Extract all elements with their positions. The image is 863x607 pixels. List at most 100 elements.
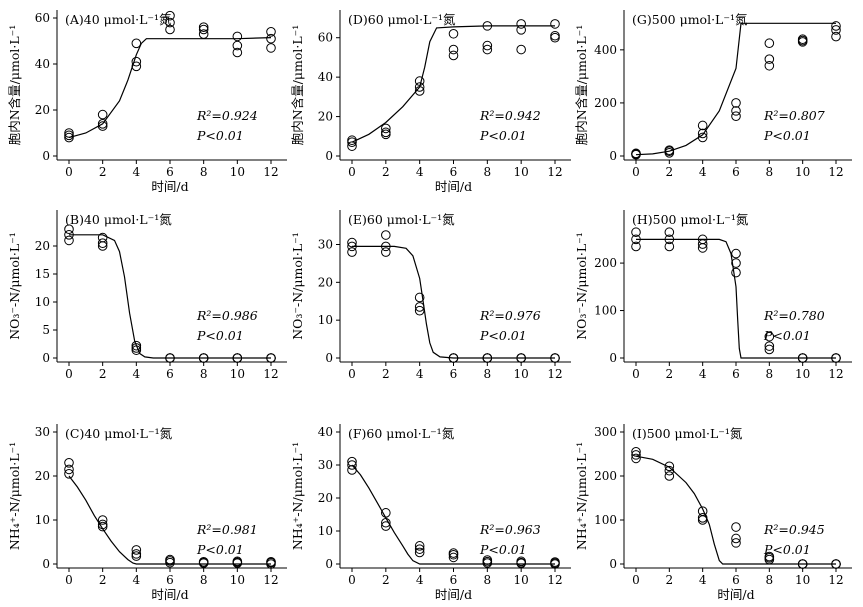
data-point bbox=[697, 132, 708, 143]
p-value-label: P<0.01 bbox=[763, 328, 811, 343]
panel-title: (E)60 μmol·L⁻¹氮 bbox=[348, 212, 455, 227]
data-point bbox=[97, 521, 108, 532]
data-point bbox=[414, 86, 425, 96]
data-point bbox=[232, 31, 243, 42]
y-tick-label: 100 bbox=[594, 304, 617, 318]
y-tick-label: 20 bbox=[318, 110, 333, 124]
y-tick-label: 10 bbox=[35, 513, 50, 527]
data-point bbox=[232, 353, 243, 363]
data-point bbox=[764, 54, 775, 64]
chart-panel-b: 0 2 4 6 8 10 12 0 5 10 15 20 (B)40 μmol·L⁻¹氮 NO₃⁻-N/μ… bbox=[7, 210, 287, 381]
data-point bbox=[381, 241, 391, 252]
x-tick-label: 6 bbox=[732, 573, 740, 587]
y-tick-label: 5 bbox=[42, 323, 50, 337]
y-tick-label: 0 bbox=[325, 351, 333, 365]
y-tick-label: 20 bbox=[35, 103, 50, 117]
data-point bbox=[516, 556, 526, 567]
data-point bbox=[347, 247, 357, 257]
data-point bbox=[131, 545, 142, 555]
y-axis-label: NH₄⁺-N/μmol·L⁻¹ bbox=[7, 442, 22, 550]
y-tick-label: 200 bbox=[594, 96, 617, 110]
y-tick-label: 400 bbox=[594, 43, 617, 57]
data-point bbox=[381, 508, 391, 518]
data-point bbox=[347, 460, 357, 470]
data-point bbox=[64, 132, 74, 143]
data-point bbox=[448, 44, 459, 55]
data-point bbox=[631, 148, 641, 159]
panel-title: (C)40 μmol·L⁻¹氮 bbox=[65, 426, 173, 441]
p-value-label: P<0.01 bbox=[479, 128, 527, 143]
data-point bbox=[697, 506, 708, 517]
y-axis-label: NH₄⁺-N/μmol·L⁻¹ bbox=[290, 442, 305, 550]
data-point bbox=[131, 38, 142, 49]
data-point bbox=[97, 515, 108, 525]
data-point bbox=[381, 521, 391, 531]
x-tick-label: 12 bbox=[263, 165, 278, 179]
data-point bbox=[664, 465, 675, 476]
x-tick-label: 0 bbox=[65, 573, 73, 587]
panel-title: (D)60 μmol·L⁻¹氮 bbox=[348, 12, 456, 27]
p-value-label: P<0.01 bbox=[763, 128, 811, 143]
x-axis-label: 时间/d bbox=[717, 587, 754, 602]
data-point bbox=[797, 559, 808, 569]
data-point bbox=[664, 234, 675, 245]
y-tick-label: 40 bbox=[35, 57, 50, 71]
data-point bbox=[516, 19, 526, 29]
data-point bbox=[764, 551, 775, 562]
x-tick-label: 10 bbox=[795, 573, 810, 587]
x-tick-label: 10 bbox=[514, 165, 529, 179]
data-point bbox=[764, 60, 775, 71]
x-tick-label: 8 bbox=[200, 573, 208, 587]
data-point bbox=[482, 44, 493, 55]
panel-title: (I)500 μmol·L⁻¹氮 bbox=[632, 426, 743, 441]
data-point bbox=[831, 21, 841, 31]
data-point bbox=[97, 519, 108, 530]
data-point bbox=[797, 353, 808, 363]
x-tick-label: 12 bbox=[547, 573, 562, 587]
y-tick-label: 40 bbox=[318, 425, 333, 439]
chart-panel-d: 0 2 4 6 8 10 12 0 20 40 60 (D)60 μmol·L⁻¹氮胞内N含量/μmo… bbox=[290, 10, 571, 194]
data-point bbox=[347, 456, 357, 467]
x-tick-label: 6 bbox=[450, 367, 458, 381]
x-tick-label: 12 bbox=[828, 367, 843, 381]
x-tick-label: 2 bbox=[99, 367, 107, 381]
data-point bbox=[198, 22, 209, 33]
data-point bbox=[64, 235, 74, 246]
x-tick-label: 6 bbox=[732, 367, 740, 381]
data-point bbox=[165, 17, 175, 28]
data-point bbox=[731, 258, 741, 268]
data-point bbox=[664, 471, 675, 481]
chart-panel-f: 0 2 4 6 8 10 12 0 10 20 30 40 (F)60 μmol·L⁻¹氮 NH₄⁺-N/… bbox=[290, 424, 571, 602]
data-point bbox=[697, 128, 708, 139]
x-tick-label: 12 bbox=[263, 367, 278, 381]
y-tick-label: 200 bbox=[594, 469, 617, 483]
data-point bbox=[831, 31, 841, 42]
data-point bbox=[131, 343, 142, 353]
y-tick-label: 0 bbox=[42, 351, 50, 365]
x-tick-label: 12 bbox=[828, 165, 843, 179]
y-tick-label: 0 bbox=[325, 557, 333, 571]
x-tick-label: 0 bbox=[632, 165, 640, 179]
data-point bbox=[482, 555, 493, 565]
x-tick-label: 4 bbox=[699, 573, 707, 587]
x-tick-label: 8 bbox=[200, 165, 208, 179]
data-point bbox=[131, 61, 142, 72]
y-axis-label: 胞内N含量/μmol·L⁻¹ bbox=[7, 25, 22, 146]
y-tick-label: 0 bbox=[609, 557, 617, 571]
data-point bbox=[198, 24, 209, 35]
x-tick-label: 8 bbox=[200, 367, 208, 381]
data-point bbox=[631, 450, 641, 460]
data-point bbox=[381, 127, 391, 138]
data-point bbox=[831, 559, 841, 569]
data-point bbox=[131, 56, 142, 67]
data-point bbox=[731, 111, 741, 121]
x-tick-label: 8 bbox=[766, 367, 774, 381]
chart-panel-h: 0 2 4 6 8 10 12 0 100 200 (H)500 μmol·L⁻¹氮 NO₃⁻-N/μ… bbox=[574, 210, 852, 381]
data-point bbox=[414, 544, 425, 554]
x-tick-label: 0 bbox=[348, 367, 356, 381]
x-tick-label: 10 bbox=[795, 367, 810, 381]
data-point bbox=[97, 232, 108, 243]
x-tick-label: 8 bbox=[484, 573, 492, 587]
data-point bbox=[550, 557, 560, 567]
data-point bbox=[414, 305, 425, 316]
